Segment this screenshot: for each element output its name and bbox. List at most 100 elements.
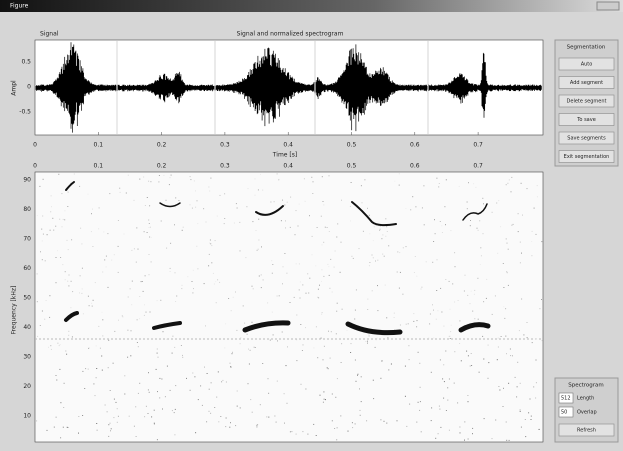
spectrogram-noise bbox=[336, 237, 337, 238]
spectrogram-noise bbox=[210, 240, 211, 241]
spectrogram-noise bbox=[260, 174, 261, 175]
spectrogram-noise bbox=[107, 411, 108, 412]
spectrogram-noise bbox=[413, 313, 414, 314]
spectrogram-noise bbox=[284, 393, 285, 394]
spectrogram-noise bbox=[520, 409, 521, 410]
spectrogram-noise bbox=[305, 389, 306, 390]
spectrogram-noise bbox=[332, 420, 333, 421]
spectrogram-noise bbox=[167, 366, 168, 367]
spectrogram-noise bbox=[82, 415, 83, 416]
spectrogram-noise bbox=[136, 262, 137, 263]
spectrogram-noise bbox=[517, 362, 518, 363]
spectrogram-noise bbox=[63, 219, 64, 220]
spectrogram-noise bbox=[449, 281, 450, 282]
spectrogram-noise bbox=[429, 323, 430, 324]
spectrogram-noise bbox=[231, 310, 232, 311]
spectrogram-noise bbox=[387, 231, 388, 232]
spectrogram-noise bbox=[283, 266, 284, 267]
spectrogram-noise bbox=[257, 424, 258, 425]
window-controls[interactable] bbox=[597, 2, 619, 10]
spectrogram-noise bbox=[435, 233, 436, 234]
spectrogram-noise bbox=[290, 227, 291, 228]
spectrogram-noise bbox=[214, 284, 215, 285]
spectrogram-noise bbox=[408, 345, 409, 346]
spectrogram-noise bbox=[218, 421, 219, 422]
spectrogram-noise bbox=[372, 255, 373, 256]
spectrogram-noise bbox=[503, 388, 504, 389]
spectrogram-noise bbox=[240, 343, 241, 344]
spectrogram-noise bbox=[436, 319, 437, 320]
spectrogram-axes[interactable] bbox=[35, 172, 543, 442]
spectrogram-noise bbox=[114, 254, 115, 255]
spectrogram-noise bbox=[230, 422, 231, 423]
spectrogram-noise bbox=[337, 303, 338, 304]
spectrogram-noise bbox=[478, 230, 479, 231]
spectrogram-noise bbox=[337, 223, 338, 224]
spectrogram-noise bbox=[240, 337, 241, 338]
spectrogram-noise bbox=[334, 267, 335, 268]
spectrogram-noise bbox=[470, 366, 471, 367]
spectrogram-noise bbox=[509, 440, 510, 441]
spectrogram-noise bbox=[244, 323, 245, 324]
spectrogram-noise bbox=[486, 298, 487, 299]
spectrogram-noise bbox=[248, 349, 249, 350]
spectrogram-noise bbox=[331, 331, 332, 332]
spectrogram-noise bbox=[143, 291, 144, 292]
spectrogram-noise bbox=[362, 202, 363, 203]
spectrogram-noise bbox=[399, 288, 400, 289]
spectrogram-noise bbox=[235, 425, 236, 426]
button-label: Save segments bbox=[567, 136, 606, 142]
spectrogram-noise bbox=[423, 185, 424, 186]
spectrogram-noise bbox=[408, 323, 409, 324]
spectrogram-noise bbox=[233, 297, 234, 298]
spectrogram-noise bbox=[274, 416, 275, 417]
spectrogram-noise bbox=[445, 279, 446, 280]
spectrogram-noise bbox=[66, 354, 67, 355]
spectrogram-noise bbox=[149, 237, 150, 238]
spectrogram-noise bbox=[498, 347, 499, 348]
spectrogram-noise bbox=[394, 317, 395, 318]
spectrogram-noise bbox=[195, 207, 196, 208]
spectrogram-noise bbox=[144, 304, 145, 305]
spectrogram-noise bbox=[473, 183, 474, 184]
spectrogram-noise bbox=[290, 197, 291, 198]
spectrogram-noise bbox=[205, 325, 206, 326]
spectrogram-noise bbox=[400, 325, 401, 326]
spectrogram-noise bbox=[268, 417, 269, 418]
spectrogram-noise bbox=[385, 285, 386, 286]
spectrogram-noise bbox=[56, 257, 57, 258]
spectrogram-noise bbox=[373, 380, 374, 381]
spectrogram-noise bbox=[91, 213, 92, 214]
spectrogram-noise bbox=[329, 231, 330, 232]
spectrogram-noise bbox=[417, 320, 418, 321]
spectrogram-noise bbox=[337, 427, 338, 428]
spectrogram-noise bbox=[368, 334, 369, 335]
spectrogram-noise bbox=[111, 428, 112, 429]
spectrogram-noise bbox=[88, 369, 89, 370]
spectrogram-noise bbox=[235, 292, 236, 293]
spectrogram-noise bbox=[348, 431, 349, 432]
spectrogram-noise bbox=[134, 426, 135, 427]
spectrogram-noise bbox=[525, 419, 526, 420]
spectrogram-noise bbox=[39, 186, 40, 187]
spectrogram-noise bbox=[388, 369, 389, 370]
spectrogram-noise bbox=[68, 335, 69, 336]
spectrogram-noise bbox=[209, 191, 210, 192]
spectrogram-noise bbox=[508, 383, 509, 384]
spectrogram-noise bbox=[375, 347, 376, 348]
spectrogram-noise bbox=[220, 416, 221, 417]
spectrogram-noise bbox=[225, 426, 226, 427]
signal-x-label: Time [s] bbox=[272, 152, 297, 159]
spectrogram-noise bbox=[511, 225, 512, 226]
spectrogram-noise bbox=[296, 315, 297, 316]
spectrogram-noise bbox=[250, 350, 251, 351]
spectrogram-noise bbox=[380, 419, 381, 420]
spectrogram-noise bbox=[237, 391, 238, 392]
x-tick-label: 0.3 bbox=[220, 142, 230, 149]
spectrogram-noise bbox=[240, 407, 241, 408]
spectrogram-noise bbox=[443, 326, 444, 327]
spectrogram-noise bbox=[454, 302, 455, 303]
spectrogram-noise bbox=[210, 178, 211, 179]
spectrogram-noise bbox=[139, 383, 140, 384]
spectrogram-noise bbox=[479, 220, 480, 221]
